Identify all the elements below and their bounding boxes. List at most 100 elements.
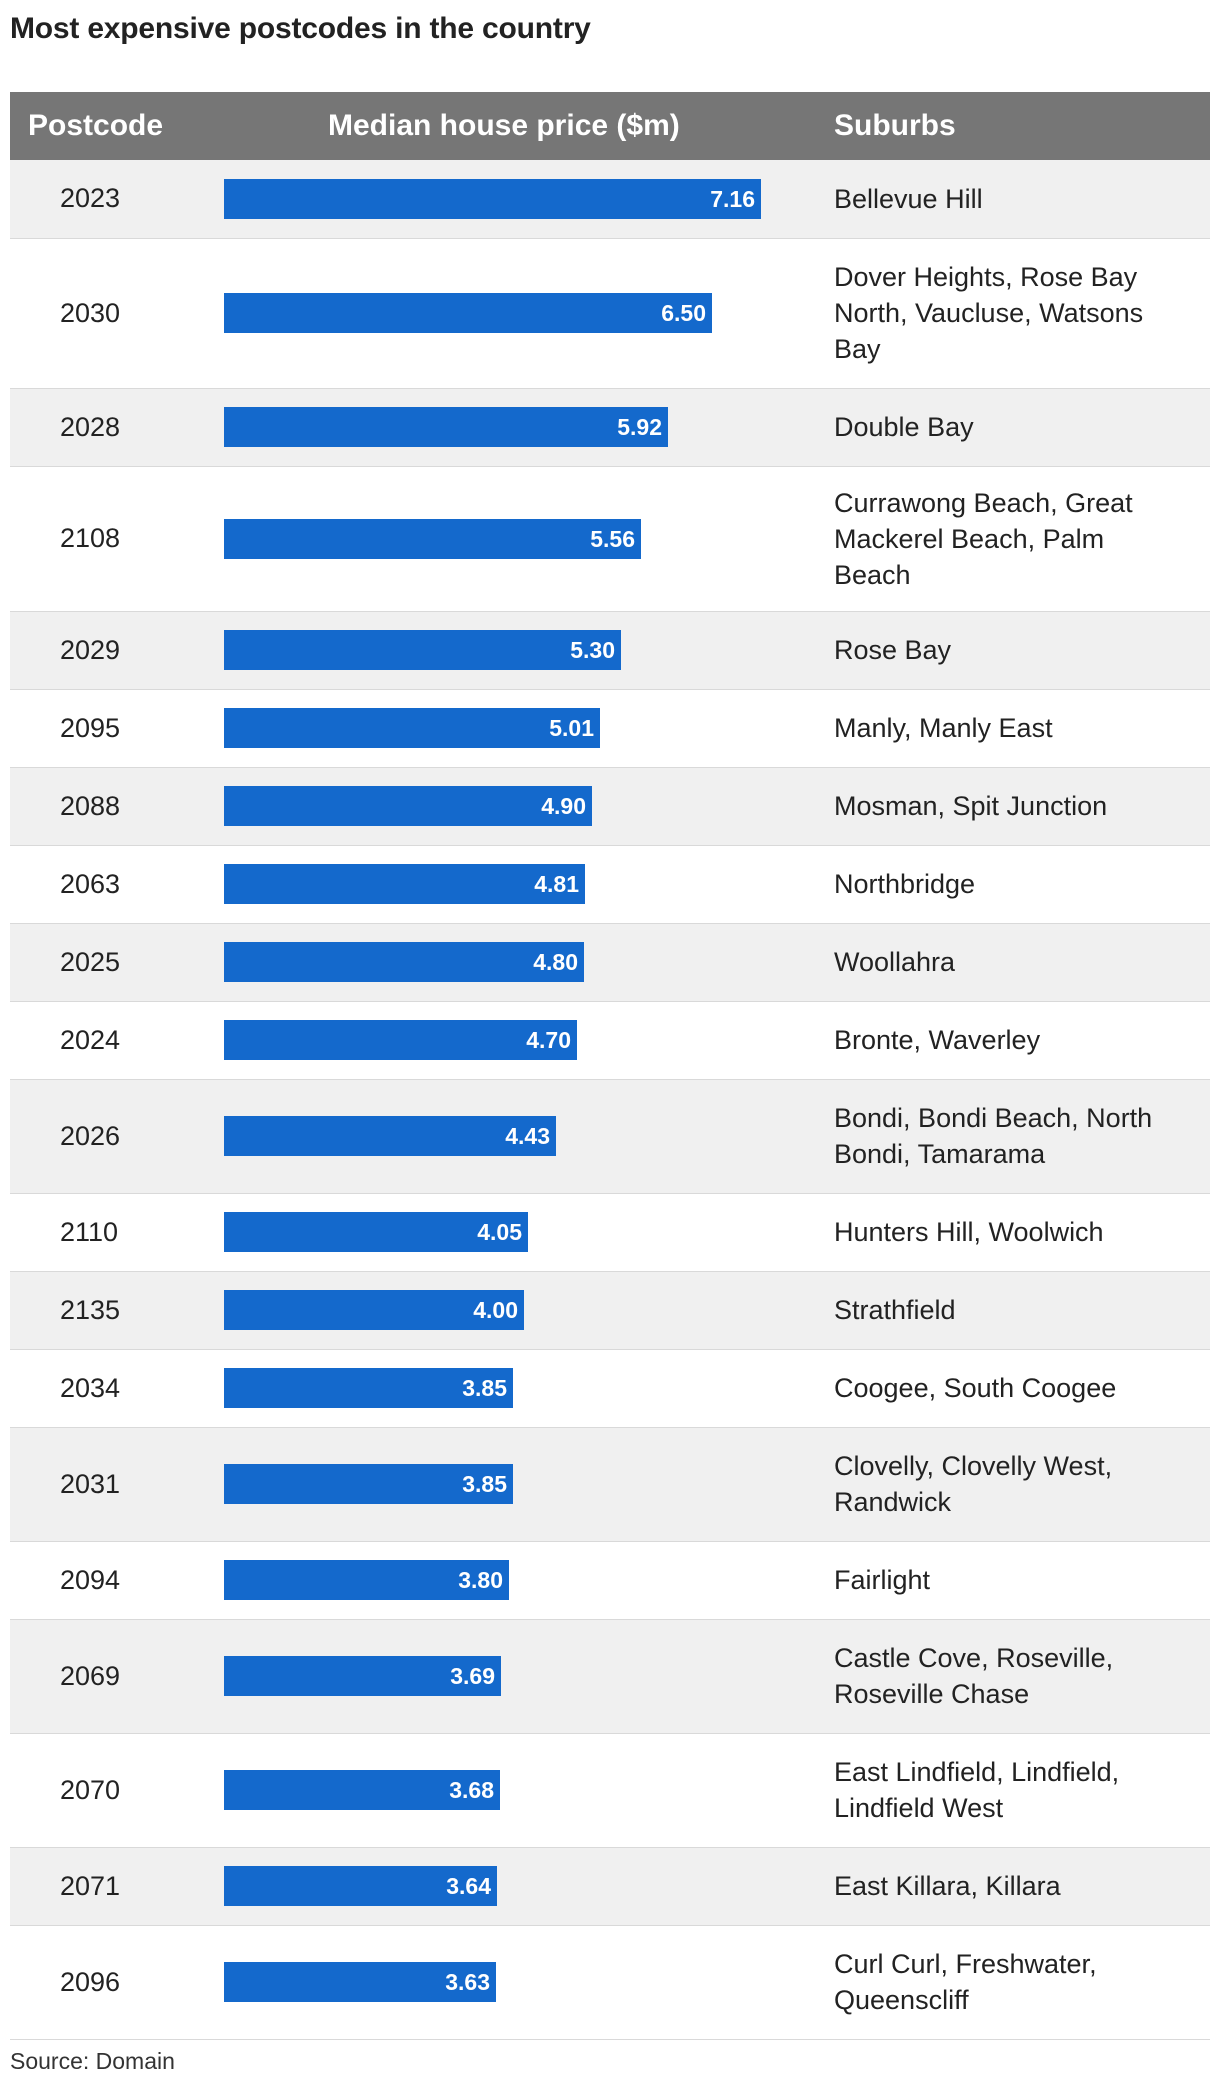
bar-cell: 3.85 (224, 1427, 834, 1541)
postcode-cell: 2094 (60, 1564, 121, 1595)
table-row: 2095 5.01 Manly, Manly East (10, 689, 1210, 767)
table-row: 2069 3.69 Castle Cove, Roseville, Rosevill… (10, 1619, 1210, 1733)
bar-track: 7.16 (224, 178, 824, 219)
table-row: 2023 7.16 Bellevue Hill (10, 160, 1210, 238)
table-row: 2024 4.70 Bronte, Waverley (10, 1001, 1210, 1079)
bar-track: 3.85 (224, 1368, 824, 1408)
bar: 7.16 (224, 178, 761, 219)
suburbs-cell: Currawong Beach, Great Mackerel Beach, P… (834, 487, 1133, 590)
suburbs-cell: Castle Cove, Roseville, Roseville Chase (834, 1643, 1114, 1709)
bar-value-label: 3.85 (462, 1471, 507, 1497)
bar-cell: 4.90 (224, 767, 834, 845)
suburbs-cell: Bellevue Hill (834, 183, 983, 214)
suburbs-cell: Coogee, South Coogee (834, 1373, 1117, 1403)
postcode-cell: 2034 (60, 1372, 121, 1403)
bar-track: 3.69 (224, 1656, 824, 1696)
bar: 5.30 (224, 630, 621, 670)
suburbs-cell: Curl Curl, Freshwater, Queenscliff (834, 1949, 1097, 2015)
bar-value-label: 3.80 (458, 1567, 503, 1593)
bar: 3.85 (224, 1464, 513, 1504)
bar-track: 4.80 (224, 942, 824, 982)
header-postcode: Postcode (28, 109, 164, 142)
bar-cell: 3.80 (224, 1541, 834, 1619)
bar-cell: 4.70 (224, 1001, 834, 1079)
bar-track: 4.81 (224, 864, 824, 904)
postcode-cell: 2071 (60, 1870, 121, 1901)
bar-value-label: 4.43 (505, 1123, 550, 1149)
suburbs-cell: Strathfield (834, 1295, 956, 1325)
bar-cell: 4.43 (224, 1079, 834, 1193)
bar: 3.63 (224, 1962, 496, 2002)
bar: 6.50 (224, 293, 712, 333)
bar: 4.90 (224, 786, 592, 826)
table-row: 2110 4.05 Hunters Hill, Woolwich (10, 1193, 1210, 1271)
bar: 4.81 (224, 864, 585, 904)
suburbs-cell: Mosman, Spit Junction (834, 791, 1108, 821)
table-header: Postcode Median house price ($m) Suburbs (10, 92, 1210, 160)
bar-value-label: 4.90 (541, 793, 586, 819)
table-row: 2096 3.63 Curl Curl, Freshwater, Queenscli… (10, 1925, 1210, 2039)
bar: 3.64 (224, 1866, 497, 1906)
bar-value-label: 5.01 (549, 715, 594, 741)
bar-track: 4.00 (224, 1290, 824, 1330)
table-row: 2031 3.85 Clovelly, Clovelly West, Randwic… (10, 1427, 1210, 1541)
bar: 5.92 (224, 407, 668, 447)
bar-cell: 3.64 (224, 1847, 834, 1925)
bar-cell: 5.30 (224, 611, 834, 689)
bar-value-label: 5.56 (590, 525, 635, 552)
table-row: 2025 4.80 Woollahra (10, 923, 1210, 1001)
bar-track: 3.64 (224, 1866, 824, 1906)
header-price: Median house price ($m) (224, 92, 834, 160)
suburbs-cell: Clovelly, Clovelly West, Randwick (834, 1451, 1113, 1517)
bar-cell: 4.81 (224, 845, 834, 923)
bar: 4.43 (224, 1116, 556, 1156)
postcode-cell: 2096 (60, 1966, 121, 1997)
bar-value-label: 4.81 (534, 871, 579, 897)
bar-value-label: 3.85 (462, 1375, 507, 1401)
postcode-cell: 2026 (60, 1120, 121, 1151)
suburbs-cell: Bondi, Bondi Beach, North Bondi, Tamaram… (834, 1103, 1153, 1169)
suburbs-cell: Northbridge (834, 869, 976, 899)
header-suburbs: Suburbs (834, 109, 956, 142)
bar: 5.01 (224, 708, 600, 748)
bar-cell: 6.50 (224, 238, 834, 388)
table-row: 2063 4.81 Northbridge (10, 845, 1210, 923)
suburbs-cell: Manly, Manly East (834, 713, 1053, 743)
bar-cell: 4.80 (224, 923, 834, 1001)
bar-value-label: 4.00 (473, 1297, 518, 1323)
header-row: Postcode Median house price ($m) Suburbs (10, 92, 1210, 160)
suburbs-cell: Woollahra (834, 947, 956, 977)
table-row: 2108 5.56 Currawong Beach, Great Mackerel … (10, 466, 1210, 611)
postcode-cell: 2108 (60, 523, 121, 553)
bar: 3.68 (224, 1770, 500, 1810)
suburbs-cell: East Lindfield, Lindfield, Lindfield Wes… (834, 1757, 1120, 1823)
bar-track: 5.56 (224, 518, 824, 559)
bar-cell: 4.00 (224, 1271, 834, 1349)
postcode-cell: 2110 (60, 1216, 119, 1247)
bar-track: 3.85 (224, 1464, 824, 1504)
table-row: 2094 3.80 Fairlight (10, 1541, 1210, 1619)
bar: 3.85 (224, 1368, 513, 1408)
bar-cell: 3.85 (224, 1349, 834, 1427)
bar-cell: 5.01 (224, 689, 834, 767)
bar-value-label: 4.70 (526, 1027, 571, 1053)
suburbs-cell: Bronte, Waverley (834, 1025, 1041, 1055)
postcode-cell: 2023 (60, 183, 121, 214)
postcode-cell: 2030 (60, 297, 121, 328)
postcode-cell: 2135 (60, 1294, 121, 1325)
bar: 3.69 (224, 1656, 501, 1696)
bar-track: 4.70 (224, 1020, 824, 1060)
suburbs-cell: Double Bay (834, 412, 974, 442)
bar-value-label: 5.30 (570, 637, 615, 663)
chart-title: Most expensive postcodes in the country (10, 12, 591, 45)
postcode-cell: 2095 (60, 712, 121, 743)
table-row: 2028 5.92 Double Bay (10, 388, 1210, 466)
table-row: 2030 6.50 Dover Heights, Rose Bay North, V… (10, 238, 1210, 388)
suburbs-cell: Fairlight (834, 1565, 931, 1595)
table-row: 2034 3.85 Coogee, South Coogee (10, 1349, 1210, 1427)
bar-cell: 3.68 (224, 1733, 834, 1847)
bar-value-label: 4.05 (477, 1219, 522, 1245)
suburbs-cell: East Killara, Killara (834, 1871, 1061, 1901)
bar-value-label: 3.63 (445, 1969, 490, 1995)
